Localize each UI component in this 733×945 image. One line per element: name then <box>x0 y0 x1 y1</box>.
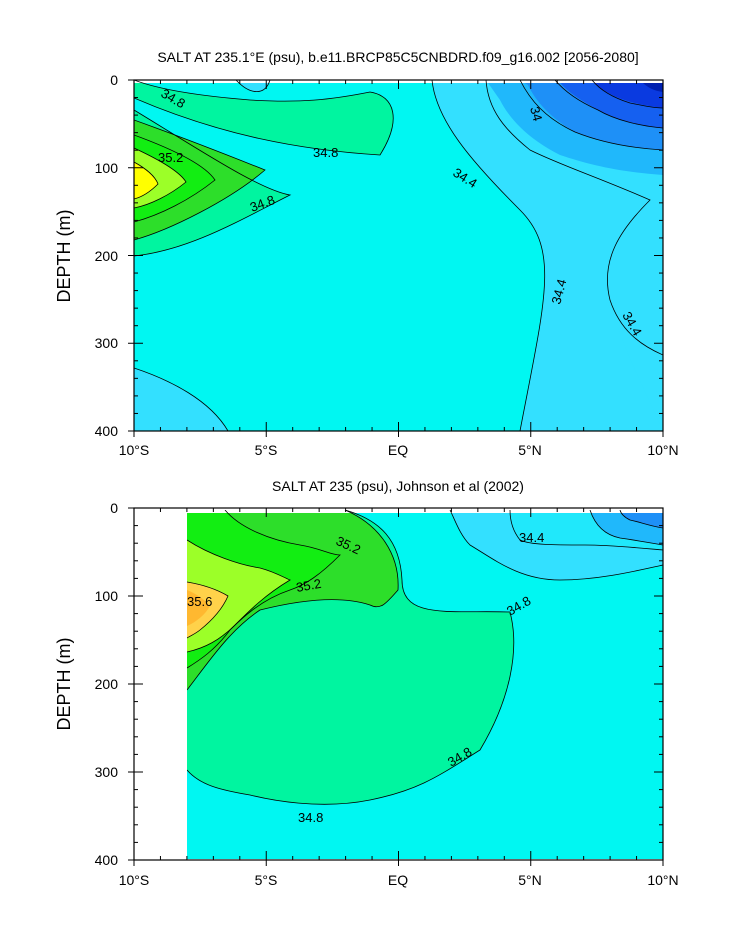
bottom-contour-label: 35.2 <box>295 576 323 595</box>
top-contour-line <box>134 80 394 156</box>
top-x-tick-label: 5°S <box>255 442 278 458</box>
bottom-contour-line <box>619 510 663 529</box>
bottom-contour-line <box>449 510 663 581</box>
top-contour-line <box>485 80 663 356</box>
top-band-35-8 <box>134 162 158 199</box>
top-panel: SALT AT 235.1°E (psu), b.e11.BRCP85C5CNB… <box>54 49 679 458</box>
bottom-band-34-0 <box>620 510 663 528</box>
bottom-x-tick-label: EQ <box>388 872 408 888</box>
top-contour-line <box>554 80 663 129</box>
top-y-tick-label: 100 <box>95 160 119 176</box>
bottom-panel: SALT AT 235 (psu), Johnson et al (2002) <box>54 478 679 888</box>
top-contour-line <box>591 80 663 109</box>
top-x-tick-label: 10°N <box>647 442 678 458</box>
bottom-contour-line <box>187 510 399 691</box>
top-contour-line <box>134 161 159 200</box>
bottom-band-core <box>187 590 210 626</box>
bottom-y-tick-label: 100 <box>95 588 119 604</box>
bottom-contour-label: 34.8 <box>298 810 323 825</box>
top-contour-line <box>134 367 229 431</box>
bottom-contour-line <box>187 510 515 805</box>
top-x-tick-label: 10°S <box>119 442 150 458</box>
bottom-title: SALT AT 235 (psu), Johnson et al (2002) <box>272 478 524 494</box>
top-contour-fill <box>134 80 663 431</box>
top-band-35-0 <box>134 80 394 155</box>
bottom-contour-line <box>589 510 663 546</box>
bottom-contour-line <box>509 510 663 551</box>
bottom-contour-label: 34.4 <box>519 530 544 545</box>
top-contour-line <box>134 119 266 241</box>
bottom-x-tick-label: 5°S <box>255 872 278 888</box>
bottom-x-tick-label: 5°N <box>518 872 542 888</box>
bottom-x-tick-label: 10°S <box>119 872 150 888</box>
top-contour-label: 34.4 <box>548 277 569 305</box>
top-contour-line <box>519 80 663 151</box>
top-contour-label: 34 <box>527 105 545 123</box>
top-band-bl <box>134 368 228 431</box>
bottom-contour-line <box>187 539 291 653</box>
top-contour-line <box>134 134 216 223</box>
bottom-contour-line <box>187 510 341 669</box>
top-contour-line <box>134 109 292 257</box>
bottom-y-tick-label: 0 <box>110 500 118 516</box>
top-contour-line <box>431 80 546 431</box>
top-x-tick-label: 5°N <box>518 442 542 458</box>
top-y-tick-label: 200 <box>95 248 119 264</box>
top-y-axis-label: DEPTH (m) <box>54 210 74 303</box>
bottom-contour-label: 35.6 <box>187 594 212 609</box>
top-x-tick-label: EQ <box>388 442 408 458</box>
bottom-y-axis-label: DEPTH (m) <box>54 638 74 731</box>
bottom-axis-ticks <box>128 507 664 866</box>
bottom-band-35-6 <box>187 540 290 652</box>
top-band-33-8 <box>592 80 663 108</box>
bottom-x-tick-label: 10°N <box>647 872 678 888</box>
bottom-y-tick-label: 200 <box>95 676 119 692</box>
bottom-contour-fill <box>187 510 663 859</box>
top-axis-ticks <box>128 79 664 437</box>
top-contour-label: 35.2 <box>158 150 183 165</box>
top-y-tick-label: 300 <box>95 335 119 351</box>
bottom-y-tick-label: 400 <box>95 852 119 868</box>
top-contour-label: 34.8 <box>313 145 338 160</box>
top-y-tick-label: 400 <box>95 423 119 439</box>
top-contour-line <box>134 147 187 209</box>
bottom-contour-line <box>187 581 229 639</box>
bottom-y-tick-label: 300 <box>95 764 119 780</box>
top-title: SALT AT 235.1°E (psu), b.e11.BRCP85C5CNB… <box>157 49 638 65</box>
top-y-tick-label: 0 <box>110 72 118 88</box>
